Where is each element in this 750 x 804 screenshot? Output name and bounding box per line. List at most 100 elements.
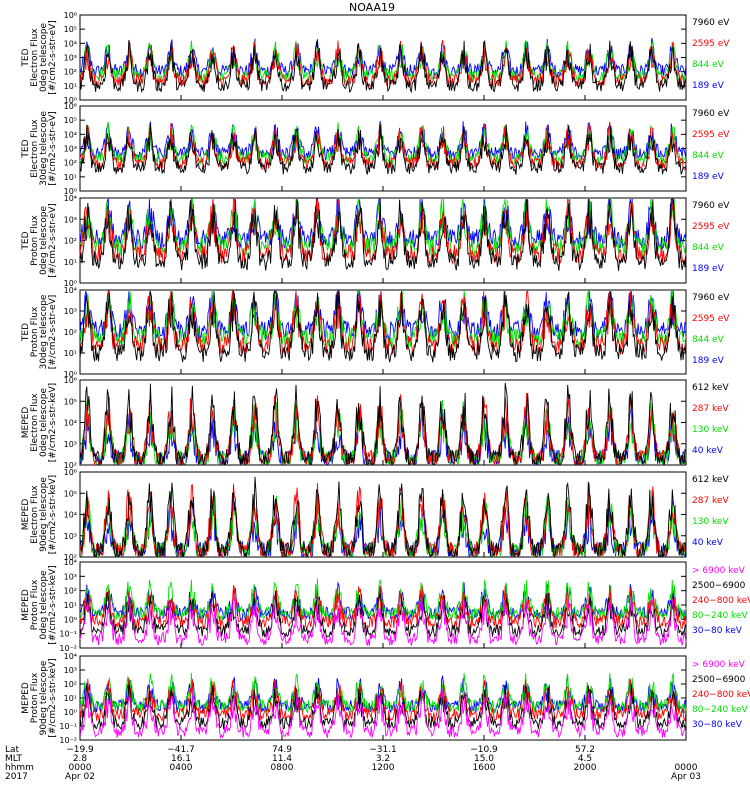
y-tick-label: 10⁶ — [64, 11, 77, 20]
x-tick-label: −10.9 — [470, 745, 498, 755]
legend-entry: 287 keV — [692, 496, 729, 506]
y-tick-label: 10⁴ — [64, 511, 77, 520]
legend-entry: 130 keV — [692, 517, 729, 527]
legend-entry: 80−240 keV — [692, 611, 748, 621]
x-tick-label: Apr 03 — [671, 772, 701, 782]
y-axis-label: Proton Flux — [30, 672, 40, 723]
x-tick-label: −41.7 — [167, 745, 195, 755]
x-tick-label: −31.1 — [369, 745, 397, 755]
legend-entry: 612 keV — [692, 475, 729, 485]
y-tick-label: 10⁴ — [64, 419, 77, 428]
y-tick-label: 10³ — [64, 666, 77, 675]
legend-entry: 30−80 keV — [692, 720, 743, 730]
y-tick-label: 10² — [64, 680, 77, 689]
y-axis-label: [#/cm2-s-str-eV] — [48, 111, 58, 186]
y-tick-label: 10⁶ — [64, 468, 77, 477]
x-tick-label: 0000 — [69, 763, 92, 773]
y-tick-label: 10¹ — [64, 601, 77, 610]
panel-1: 10⁰ 10¹ 10² 10³ 10⁴ 10⁵ 10⁶ TED Electron Flux 0de… — [21, 11, 730, 105]
y-tick-label: 10⁵ — [64, 116, 77, 125]
series-line-magenta — [79, 596, 687, 647]
x-tick-label: 3.2 — [376, 754, 390, 764]
series-line-black — [79, 39, 687, 94]
x-tick-label: 0000 — [675, 763, 698, 773]
x-tick-label: 57.2 — [575, 745, 595, 755]
y-tick-label: 10⁰ — [64, 187, 77, 196]
legend-entry: 7960 eV — [692, 109, 730, 119]
legend-entry: 240−800 keV — [692, 596, 750, 606]
series-line-black — [79, 123, 687, 175]
legend-entry: 189 eV — [692, 172, 725, 182]
x-row-title: MLT — [5, 754, 23, 764]
legend-entry: 612 keV — [692, 383, 729, 393]
y-tick-label: 10³ — [64, 440, 77, 449]
series-line-black — [79, 684, 687, 731]
y-axis-label: Proton Flux — [30, 579, 40, 630]
legend-entry: 2595 eV — [692, 39, 730, 49]
y-axis-label: Proton Flux — [30, 215, 40, 266]
series-line-black — [79, 476, 687, 558]
y-tick-label: 10¹ — [64, 258, 77, 267]
y-axis-label: 90deg telescope — [39, 660, 49, 735]
y-tick-label: 10² — [64, 587, 77, 596]
legend-entry: 2500−6900 — [692, 675, 746, 685]
y-axis-label: MEPED — [21, 589, 31, 621]
y-tick-label: 10⁵ — [64, 489, 77, 498]
y-tick-label: 10⁴ — [64, 652, 77, 661]
y-tick-label: 10⁻² — [59, 644, 77, 653]
legend-entry: 80−240 keV — [692, 705, 748, 715]
y-axis-label: [#/cm2-s-str-keV] — [48, 565, 58, 644]
y-axis-label: [#/cm2-s-str-keV] — [48, 658, 58, 737]
y-axis-label: [#/cm2-s-str-keV] — [48, 383, 58, 462]
y-axis-label: TED — [21, 48, 31, 67]
y-axis-label: [#/cm2-s-str-keV] — [48, 475, 58, 554]
y-tick-label: 10⁰ — [64, 96, 77, 105]
y-tick-label: 10⁴ — [64, 39, 77, 48]
y-axis-label: MEPED — [21, 499, 31, 531]
y-axis-label: TED — [21, 139, 31, 158]
legend-entry: 2595 eV — [692, 314, 730, 324]
y-tick-label: 10³ — [64, 532, 77, 541]
y-axis-label: 30deg telescope — [39, 111, 49, 186]
x-row-title: Lat — [5, 745, 20, 755]
x-tick-label: 0800 — [271, 763, 294, 773]
y-tick-label: 10³ — [64, 54, 77, 63]
y-tick-label: 10⁶ — [64, 102, 77, 111]
x-tick-label: 4.5 — [578, 754, 592, 764]
x-row-title: hhmm — [5, 763, 34, 773]
legend-entry: 240−800 keV — [692, 690, 750, 700]
panel-6: 10² 10³ 10⁴ 10⁵ 10⁶ MEPED Electron Flux 90deg t… — [21, 468, 729, 562]
panel-8: 10⁻² 10⁻¹ 10⁰ 10¹ 10² 10³ 10⁴ MEPED Proton Flux 9… — [21, 652, 750, 745]
x-tick-label: 15.0 — [474, 754, 494, 764]
panel-4: 10⁰ 10¹ 10² 10³ 10⁴ TED Proton Flux 30deg teles… — [21, 286, 730, 379]
legend-entry: > 6900 keV — [692, 566, 746, 576]
legend-entry: 7960 eV — [692, 18, 730, 28]
y-tick-label: 10¹ — [64, 82, 77, 91]
legend-entry: 189 eV — [692, 264, 725, 274]
y-tick-label: 10⁵ — [64, 25, 77, 34]
chart-title: NOAA19 — [349, 1, 395, 14]
legend-entry: 40 keV — [692, 446, 724, 456]
y-tick-label: 10⁴ — [64, 194, 77, 203]
y-tick-label: 10⁻¹ — [59, 630, 77, 639]
y-tick-label: 10² — [64, 237, 77, 246]
y-tick-label: 10² — [64, 68, 77, 77]
y-axis-label: 0deg telescope — [39, 23, 49, 93]
panel-3: 10⁰ 10¹ 10² 10³ 10⁴ TED Proton Flux 0deg telesc… — [21, 194, 730, 288]
x-tick-label: 16.1 — [171, 754, 191, 764]
panel-7: 10⁻² 10⁻¹ 10⁰ 10¹ 10² 10³ 10⁴ MEPED Proton Flux 0… — [21, 558, 750, 653]
x-row-title: 2017 — [5, 772, 28, 782]
legend-entry: 844 eV — [692, 243, 725, 253]
legend-entry: 130 keV — [692, 425, 729, 435]
y-axis-label: [#/cm2-s-str-eV] — [48, 203, 58, 278]
legend-entry: 2595 eV — [692, 130, 730, 140]
legend-entry: 844 eV — [692, 60, 725, 70]
y-tick-label: 10² — [64, 553, 77, 562]
x-tick-label: Apr 02 — [65, 772, 95, 782]
y-axis-label: TED — [21, 323, 31, 342]
y-tick-label: 10¹ — [64, 694, 77, 703]
panel-5: 10² 10³ 10⁴ 10⁵ 10⁶ MEPED Electron Flux 0deg te… — [21, 376, 729, 470]
legend-entry: 844 eV — [692, 151, 725, 161]
y-tick-label: 10⁻¹ — [59, 722, 77, 731]
